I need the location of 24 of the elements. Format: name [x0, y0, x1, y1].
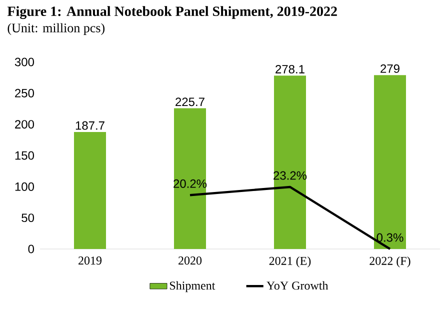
legend-label: Shipment	[170, 281, 216, 292]
y-tick-label: 300	[14, 58, 34, 66]
bar	[174, 108, 206, 249]
chart-title: Figure 1: Annual Notebook Panel Shipment, 2019-2022	[7, 6, 337, 19]
bar	[374, 75, 406, 249]
data-label: 187.7	[76, 121, 104, 130]
y-tick-label: 50	[22, 214, 34, 222]
chart-subtitle: (Unit: million pcs)	[8, 23, 104, 35]
x-tick-label: 2022 (F)	[370, 256, 410, 268]
y-tick-label: 0	[28, 244, 34, 254]
legend-label: YoY Growth	[266, 281, 328, 290]
y-tick-label: 100	[15, 182, 34, 191]
data-label: 0.3%	[376, 233, 404, 242]
data-label: 279	[380, 64, 400, 73]
bar	[74, 132, 106, 249]
data-label: 225.7	[176, 98, 204, 106]
bar	[274, 76, 306, 249]
x-tick-label: 2019	[78, 256, 102, 265]
y-tick-label: 250	[15, 88, 34, 98]
y-tick-label: 200	[15, 120, 34, 129]
y-tick-label: 150	[15, 151, 34, 160]
x-tick-label: 2021 (E)	[269, 256, 311, 268]
data-label: 278.1	[276, 64, 304, 74]
x-tick-label: 2020	[178, 256, 202, 265]
